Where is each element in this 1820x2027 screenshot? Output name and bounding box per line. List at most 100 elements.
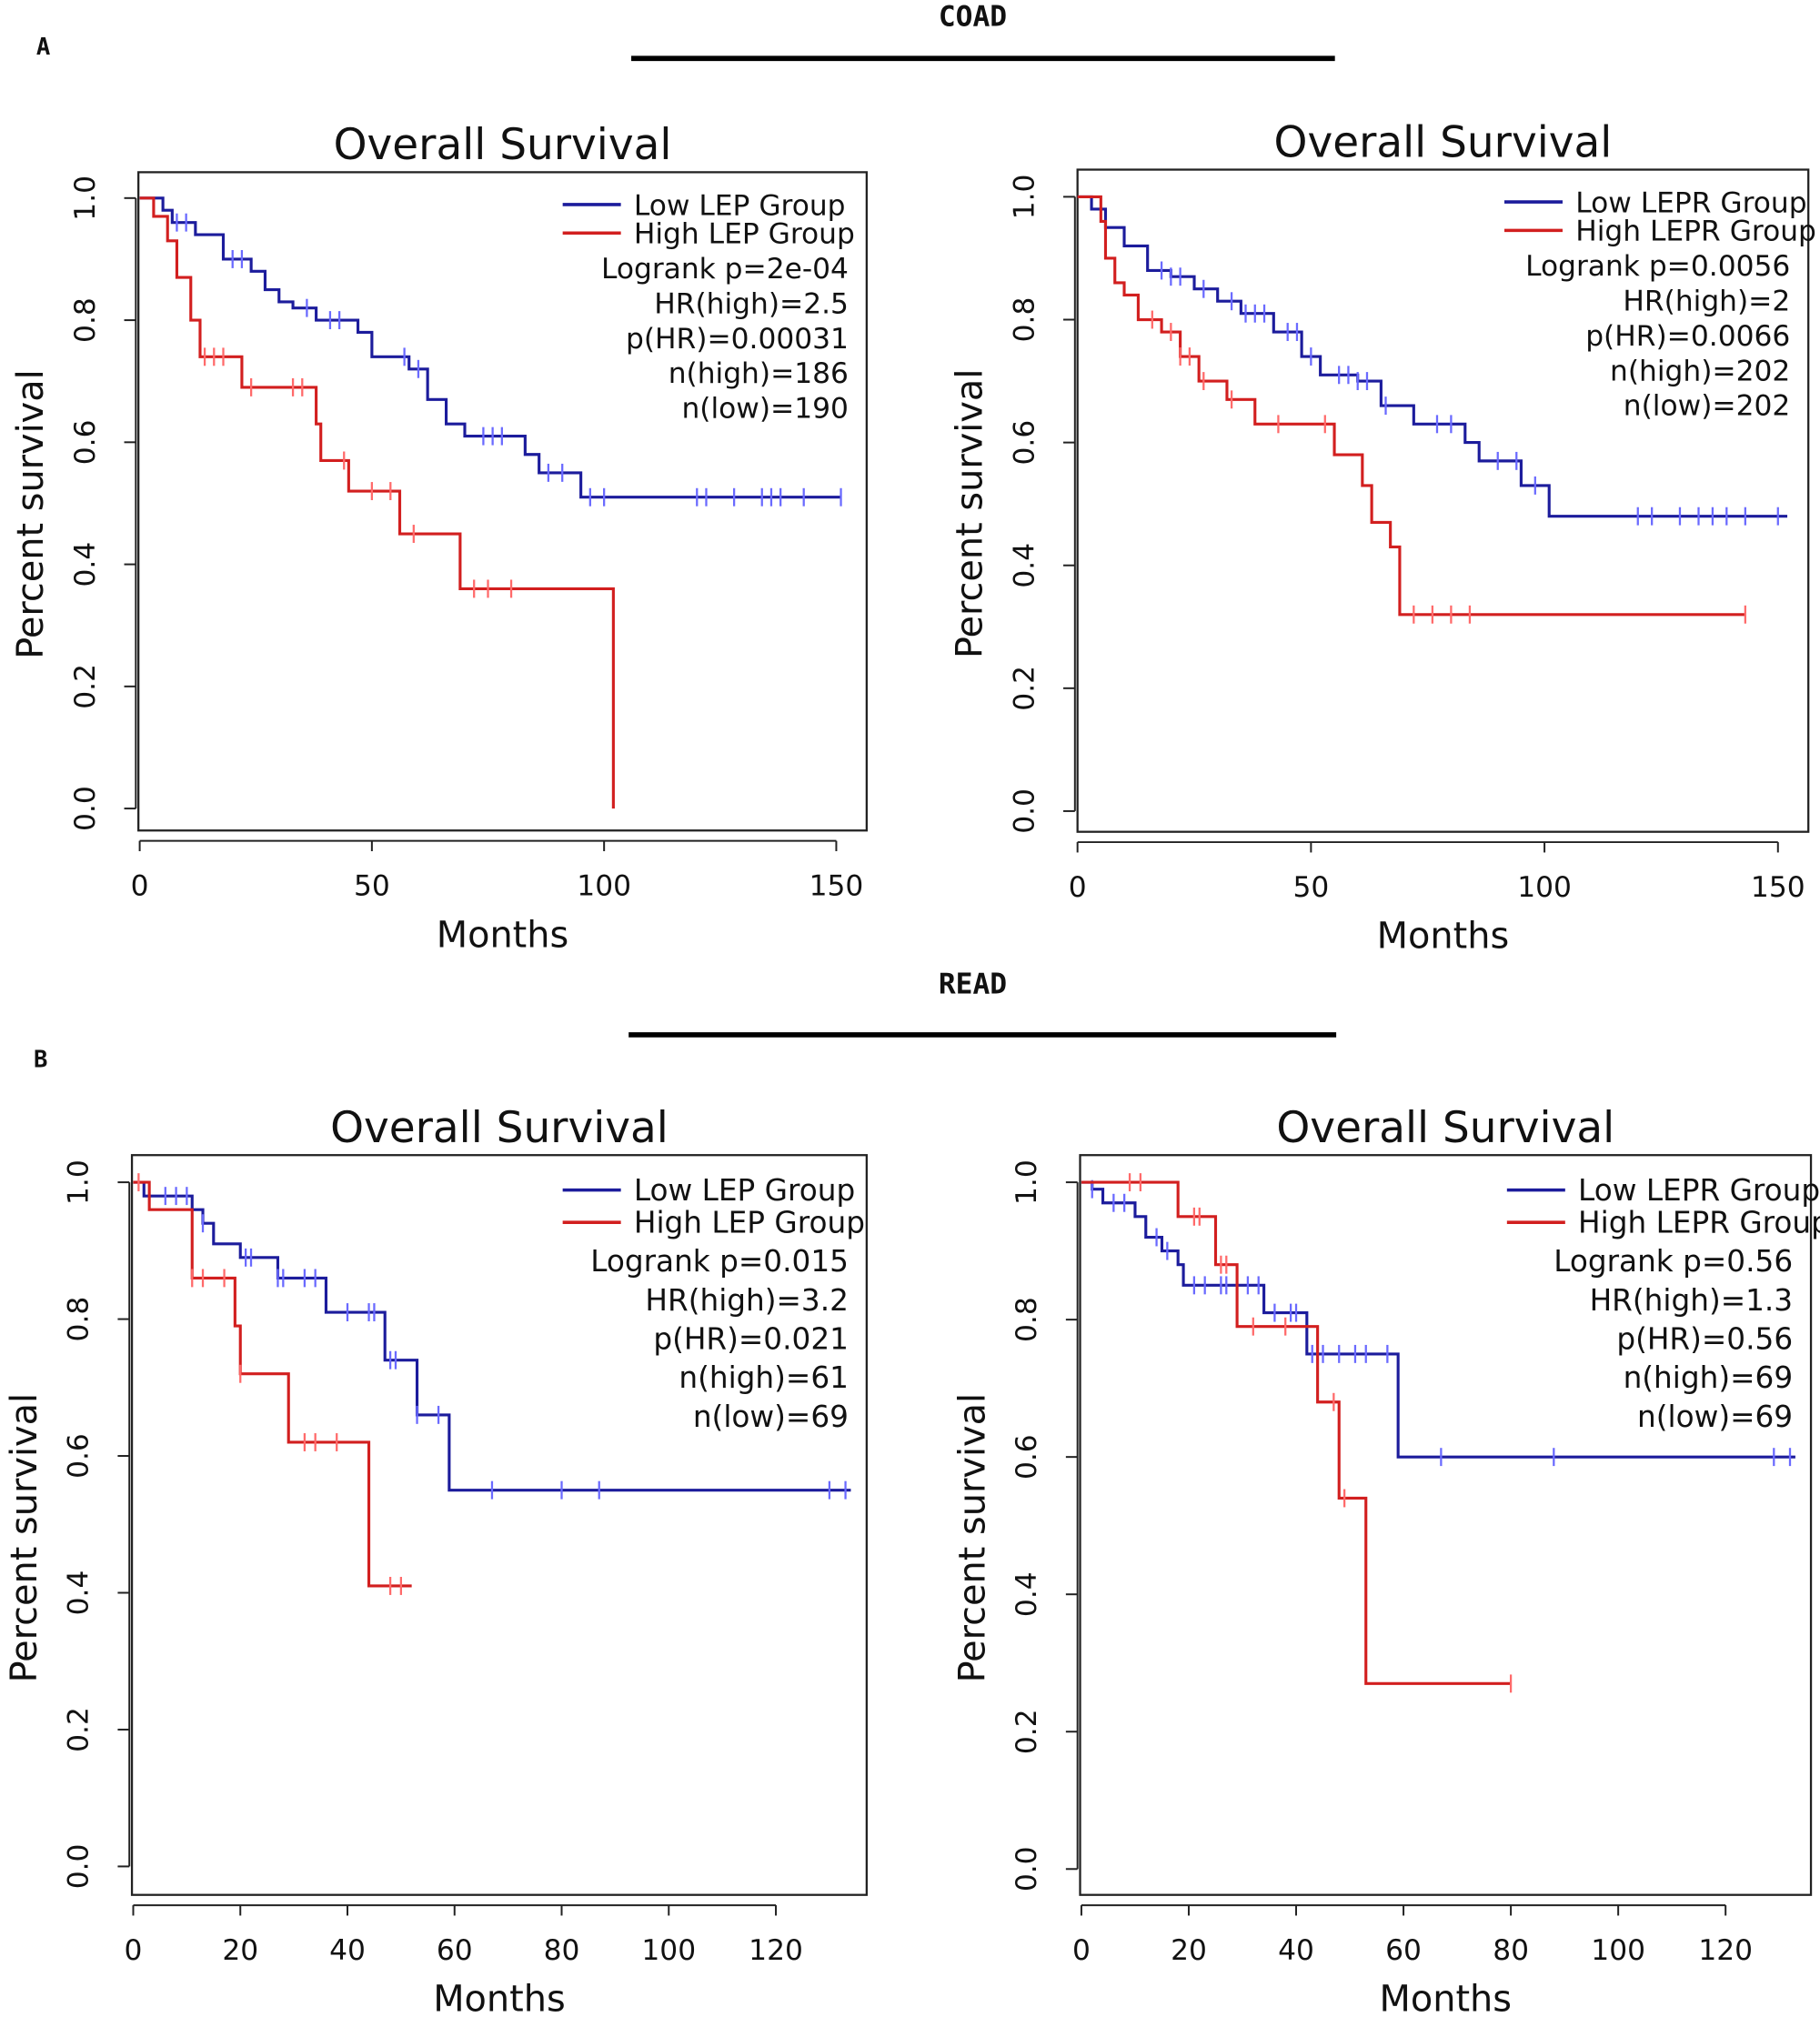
y-tick-label: 1.0	[1008, 175, 1041, 220]
x-tick-label: 100	[1591, 1934, 1645, 1967]
chart-title: Overall Survival	[1274, 117, 1613, 167]
km-panel-1: Overall Survival 0 50 100 150 Months 0.0 0.2 0.4…	[10, 120, 868, 956]
legend-label-low: Low LEPR Group	[1575, 186, 1806, 219]
y-tick-label: 0.6	[1011, 1434, 1043, 1480]
plot-frame	[130, 1154, 868, 1896]
survival-curve-low	[133, 1180, 851, 1492]
chart-title: Overall Survival	[1276, 1103, 1614, 1153]
legend-label-high: High LEP Group	[634, 1206, 865, 1240]
x-axis-label: Months	[1377, 916, 1510, 958]
y-tick-label: 1.0	[1011, 1159, 1043, 1205]
x-tick-label: 0	[1072, 1934, 1091, 1967]
y-axis-label: Percent survival	[951, 1393, 993, 1682]
y-axis-label: Percent survival	[949, 369, 990, 658]
stat-text: n(high)=186	[669, 357, 849, 390]
x-tick-label: 60	[437, 1934, 473, 1967]
stat-text: n(high)=202	[1610, 355, 1790, 387]
y-tick-label: 0.6	[63, 1433, 96, 1479]
stat-text: HR(high)=2	[1623, 286, 1790, 318]
stat-text: n(low)=69	[693, 1400, 849, 1434]
x-tick-label: 100	[1517, 871, 1572, 904]
stat-text: n(high)=61	[679, 1360, 849, 1395]
survival-curve-low	[139, 196, 841, 499]
stat-text: p(HR)=0.021	[653, 1322, 849, 1357]
survival-curve-high	[1081, 1180, 1512, 1685]
panel-a-letter: A	[36, 34, 50, 61]
x-tick-label: 0	[131, 869, 149, 902]
stat-text: Logrank p=0.56	[1554, 1244, 1793, 1279]
y-tick-label: 0.4	[1008, 543, 1041, 588]
y-tick-label: 0.2	[69, 664, 102, 709]
stat-text: Logrank p=0.0056	[1525, 250, 1790, 283]
y-tick-label: 0.6	[69, 419, 102, 465]
km-panel-2: Overall Survival 0 50 100 150 Months 0.0 0.2 0.4…	[949, 117, 1815, 957]
legend-label-high: High LEPR Group	[1575, 216, 1816, 248]
legend-label-high: High LEPR Group	[1578, 1206, 1820, 1240]
survival-curve-high	[1077, 195, 1745, 617]
y-tick-label: 0.8	[1008, 297, 1041, 343]
stat-text: n(low)=202	[1624, 390, 1790, 423]
y-tick-label: 0.4	[63, 1570, 96, 1616]
y-tick-label: 0.8	[63, 1297, 96, 1342]
x-tick-label: 150	[809, 869, 864, 902]
y-tick-label: 0.8	[1011, 1297, 1043, 1342]
stat-text: HR(high)=3.2	[645, 1283, 849, 1318]
survival-curve-high	[133, 1180, 412, 1588]
y-tick-label: 1.0	[69, 176, 102, 221]
x-axis-label: Months	[1380, 1979, 1513, 2021]
y-tick-label: 1.0	[63, 1159, 96, 1205]
x-axis-label: Months	[433, 1979, 566, 2021]
legend-label-high: High LEP Group	[634, 218, 855, 251]
x-tick-label: 20	[1171, 1934, 1207, 1967]
y-tick-label: 0.4	[69, 542, 102, 587]
stat-text: Logrank p=2e-04	[601, 253, 849, 286]
x-axis-label: Months	[437, 914, 569, 956]
x-tick-label: 0	[125, 1934, 143, 1967]
y-tick-label: 0.0	[1008, 788, 1041, 834]
y-tick-label: 0.2	[1011, 1709, 1043, 1754]
x-tick-label: 80	[1493, 1934, 1529, 1967]
survival-curve-high	[139, 196, 615, 809]
y-tick-label: 0.8	[69, 297, 102, 343]
survival-curve-low	[1081, 1180, 1795, 1459]
y-tick-label: 0.0	[69, 786, 102, 831]
plot-frame	[1076, 168, 1810, 833]
stat-text: n(high)=69	[1624, 1360, 1794, 1395]
x-tick-label: 40	[329, 1934, 366, 1967]
x-tick-label: 120	[1698, 1934, 1753, 1967]
y-tick-label: 0.4	[1011, 1571, 1043, 1617]
legend-label-low: Low LEP Group	[634, 1173, 855, 1208]
y-tick-label: 0.0	[63, 1844, 96, 1890]
stat-text: n(low)=190	[681, 393, 848, 426]
km-panel-4: Overall Survival 0 20 40 60 80 100 120 Months 0.0…	[951, 1103, 1820, 2021]
stat-text: p(HR)=0.0066	[1585, 320, 1790, 353]
stat-text: n(low)=69	[1637, 1400, 1793, 1434]
x-tick-label: 20	[222, 1934, 258, 1967]
legend-label-low: Low LEP Group	[634, 189, 846, 222]
plot-frame	[137, 171, 868, 832]
x-tick-label: 50	[1292, 871, 1329, 904]
x-tick-label: 100	[577, 869, 631, 902]
x-tick-label: 60	[1385, 1934, 1422, 1967]
panel-b-letter: B	[34, 1047, 47, 1074]
km-panel-3: Overall Survival 0 20 40 60 80 100 120 Months 0.0…	[4, 1103, 868, 2021]
y-tick-label: 0.0	[1011, 1846, 1043, 1892]
x-tick-label: 40	[1278, 1934, 1314, 1967]
x-tick-label: 100	[641, 1934, 696, 1967]
y-axis-label: Percent survival	[10, 369, 52, 658]
x-tick-label: 50	[354, 869, 390, 902]
x-tick-label: 120	[749, 1934, 803, 1967]
plot-frame	[1079, 1154, 1813, 1896]
y-tick-label: 0.2	[63, 1707, 96, 1752]
chart-title: Overall Survival	[334, 120, 672, 170]
y-tick-label: 0.6	[1008, 420, 1041, 466]
stat-text: Logrank p=0.015	[590, 1244, 849, 1279]
stat-text: HR(high)=2.5	[654, 287, 849, 320]
y-tick-label: 0.2	[1008, 666, 1041, 711]
chart-title: Overall Survival	[330, 1103, 669, 1153]
x-tick-label: 80	[544, 1934, 580, 1967]
section-b-title: READ	[939, 968, 1007, 1000]
stat-text: p(HR)=0.56	[1616, 1322, 1793, 1357]
y-axis-label: Percent survival	[4, 1393, 45, 1682]
